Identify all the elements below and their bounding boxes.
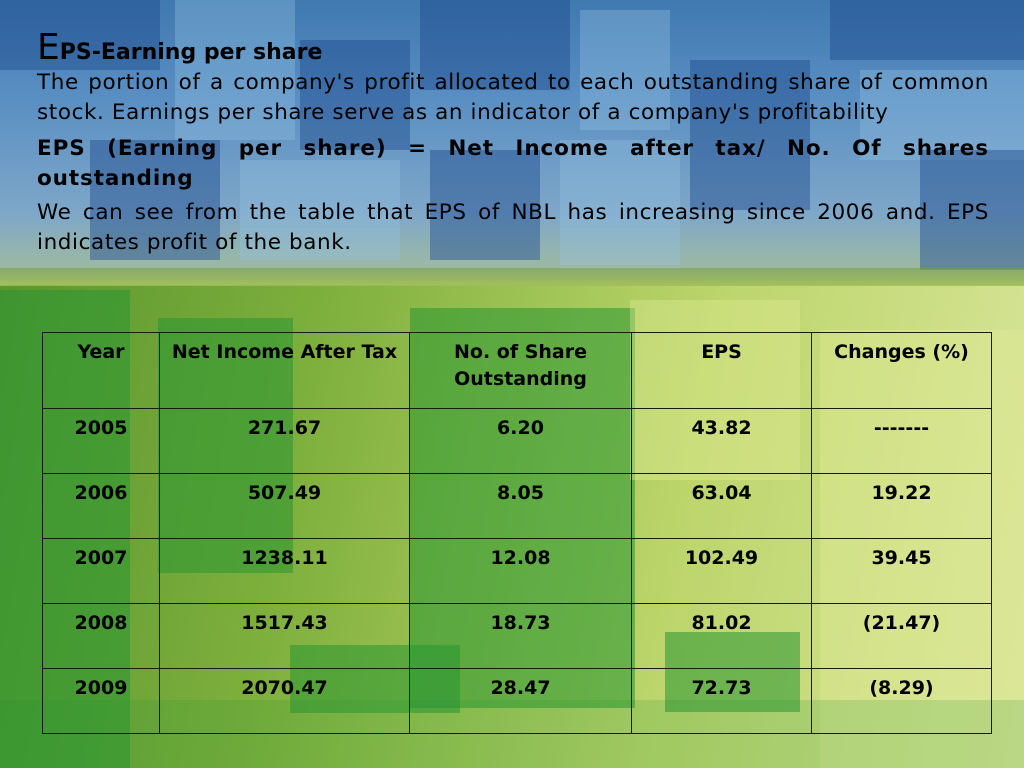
table-row: 2007 1238.11 12.08 102.49 39.45 <box>42 538 992 604</box>
title-initial: E <box>37 27 60 68</box>
title-rest: PS-Earning per share <box>59 40 323 65</box>
table-row: 2009 2070.47 28.47 72.73 (8.29) <box>42 668 992 734</box>
header-net-income: Net Income After Tax <box>159 332 410 409</box>
cell-shares: 28.47 <box>409 668 632 734</box>
cell-year: 2009 <box>42 668 160 734</box>
cell-net-income: 1238.11 <box>159 538 410 604</box>
cell-eps: 72.73 <box>631 668 812 734</box>
eps-formula: EPS (Earning per share) = Net Income aft… <box>37 136 989 191</box>
eps-table: Year Net Income After Tax No. of Share O… <box>42 332 992 734</box>
header-year: Year <box>42 332 160 409</box>
cell-year: 2006 <box>42 473 160 539</box>
table-header-row: Year Net Income After Tax No. of Share O… <box>42 332 992 409</box>
table-row: 2008 1517.43 18.73 81.02 (21.47) <box>42 603 992 669</box>
cell-eps: 43.82 <box>631 408 812 474</box>
cell-changes: (21.47) <box>811 603 992 669</box>
cell-year: 2008 <box>42 603 160 669</box>
cell-shares: 12.08 <box>409 538 632 604</box>
cell-changes: 19.22 <box>811 473 992 539</box>
cell-eps: 81.02 <box>631 603 812 669</box>
definition-text: The portion of a company's profit alloca… <box>37 70 989 125</box>
header-eps: EPS <box>631 332 812 409</box>
cell-eps: 63.04 <box>631 473 812 539</box>
cell-changes: ------- <box>811 408 992 474</box>
cell-year: 2005 <box>42 408 160 474</box>
table-row: 2005 271.67 6.20 43.82 ------- <box>42 408 992 474</box>
table-row: 2006 507.49 8.05 63.04 19.22 <box>42 473 992 539</box>
header-share-outstanding: No. of Share Outstanding <box>409 332 632 409</box>
cell-eps: 102.49 <box>631 538 812 604</box>
slide-content: EPS-Earning per share The portion of a c… <box>37 28 989 258</box>
cell-year: 2007 <box>42 538 160 604</box>
cell-net-income: 271.67 <box>159 408 410 474</box>
slide-title: EPS-Earning per share <box>37 28 989 68</box>
cell-shares: 8.05 <box>409 473 632 539</box>
cell-changes: (8.29) <box>811 668 992 734</box>
header-changes: Changes (%) <box>811 332 992 409</box>
observation-text: We can see from the table that EPS of NB… <box>37 200 989 255</box>
cell-net-income: 507.49 <box>159 473 410 539</box>
cell-net-income: 1517.43 <box>159 603 410 669</box>
cell-shares: 6.20 <box>409 408 632 474</box>
cell-net-income: 2070.47 <box>159 668 410 734</box>
cell-changes: 39.45 <box>811 538 992 604</box>
cell-shares: 18.73 <box>409 603 632 669</box>
